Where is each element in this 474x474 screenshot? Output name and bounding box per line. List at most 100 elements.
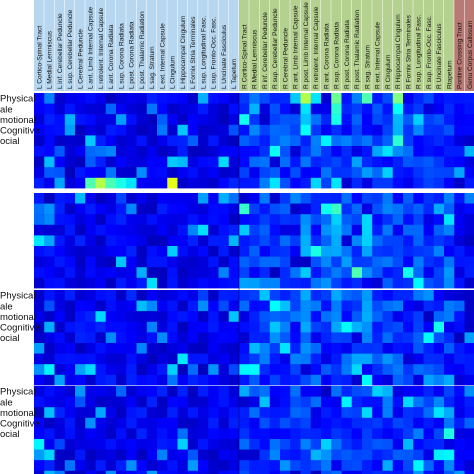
column-header-bg [85, 0, 95, 91]
heatmap-cell [44, 417, 55, 429]
heatmap-cell [116, 167, 127, 178]
heatmap-cell [198, 277, 209, 289]
heatmap-cell [280, 407, 291, 418]
heatmap-cell [34, 103, 45, 115]
heatmap-cell [454, 214, 465, 225]
heatmap-cell [413, 93, 424, 104]
column-header-bg [157, 0, 167, 91]
heatmap-cell [136, 428, 147, 440]
heatmap-cell [290, 321, 301, 333]
heatmap-cell [64, 235, 76, 247]
heatmap-cell [177, 321, 188, 333]
heatmap-cell [321, 177, 332, 189]
heatmap-cell [218, 267, 229, 278]
heatmap-cell [331, 93, 342, 104]
heatmap-cell [105, 224, 117, 236]
heatmap-cell [351, 156, 363, 168]
heatmap-cell [454, 470, 465, 474]
heatmap-cell [423, 364, 434, 375]
heatmap-cell [116, 290, 127, 301]
heatmap-cell [187, 135, 199, 147]
heatmap-cell [300, 428, 311, 440]
heatmap-cell [269, 321, 281, 333]
heatmap-cell [239, 214, 250, 225]
heatmap-cell [187, 167, 199, 178]
heatmap-cell [321, 277, 332, 289]
heatmap-cell [321, 343, 332, 354]
heatmap-cell [218, 374, 229, 386]
column-header-bg [454, 0, 464, 91]
heatmap-cell [64, 396, 76, 408]
heatmap-cell [85, 235, 96, 247]
heatmap-cell [228, 246, 240, 257]
heatmap-cell [269, 439, 281, 450]
heatmap-cell [362, 93, 373, 104]
heatmap-cell [269, 224, 281, 236]
heatmap-cell [259, 439, 270, 450]
heatmap-cell [228, 353, 240, 365]
heatmap-cell [423, 343, 434, 354]
heatmap-cell [177, 428, 188, 440]
heatmap-cell [331, 374, 342, 386]
heatmap-cell [177, 124, 188, 136]
heatmap-cell [54, 300, 65, 312]
heatmap-cell [249, 470, 260, 474]
heatmap-cell [239, 124, 250, 136]
heatmap-cell [259, 156, 270, 168]
heatmap-cell [351, 300, 363, 312]
heatmap-cell [208, 386, 219, 397]
heatmap-cell [85, 135, 96, 147]
heatmap-cell [362, 114, 373, 125]
heatmap-cell [85, 224, 96, 236]
heatmap-cell [136, 300, 147, 312]
heatmap-cell [341, 332, 352, 344]
heatmap-cell [310, 353, 322, 365]
heatmap-cell [300, 135, 311, 147]
heatmap-cell [351, 343, 363, 354]
heatmap-cell [310, 364, 322, 375]
heatmap-cell [351, 321, 363, 333]
heatmap-cell [34, 224, 45, 236]
heatmap-cell [403, 167, 414, 178]
heatmap-cell [413, 224, 424, 236]
heatmap-cell [413, 246, 424, 257]
heatmap-cell [34, 235, 45, 247]
heatmap-cell [290, 386, 301, 397]
heatmap-cell [351, 290, 363, 301]
heatmap-cell [126, 396, 137, 408]
heatmap-cell [44, 470, 55, 474]
heatmap-cell [75, 332, 86, 344]
heatmap-cell [362, 290, 373, 301]
heatmap-cell [341, 407, 352, 418]
heatmap-cell [403, 224, 414, 236]
heatmap-cell [208, 203, 219, 215]
heatmap-cell [75, 343, 86, 354]
heatmap-cell [341, 124, 352, 136]
heatmap-cell [116, 146, 127, 157]
heatmap-cell [64, 374, 76, 386]
heatmap-cell [167, 353, 178, 365]
heatmap-cell [198, 386, 209, 397]
column-label: L ant. Limb Internal Capsule [88, 6, 95, 89]
heatmap-cell [454, 449, 465, 461]
heatmap-cell [146, 300, 158, 312]
heatmap-cell [44, 460, 55, 471]
heatmap-cell [167, 156, 178, 168]
heatmap-cell [44, 396, 55, 408]
heatmap-cell [34, 256, 45, 268]
heatmap-cell [259, 214, 270, 225]
heatmap-cell [177, 167, 188, 178]
heatmap-cell [249, 439, 260, 450]
column-header-bg [54, 0, 65, 91]
heatmap-cell [392, 300, 404, 312]
heatmap-cell [321, 332, 332, 344]
heatmap-cell [187, 353, 199, 365]
heatmap-cell [126, 135, 137, 147]
heatmap-cell [444, 203, 455, 215]
heatmap-cell [64, 156, 76, 168]
column-label: R Uncinate Fasciculus [436, 23, 443, 89]
heatmap-cell [249, 290, 260, 301]
heatmap-cell [198, 146, 209, 157]
heatmap-cell [44, 449, 55, 461]
heatmap-cell [146, 321, 158, 333]
